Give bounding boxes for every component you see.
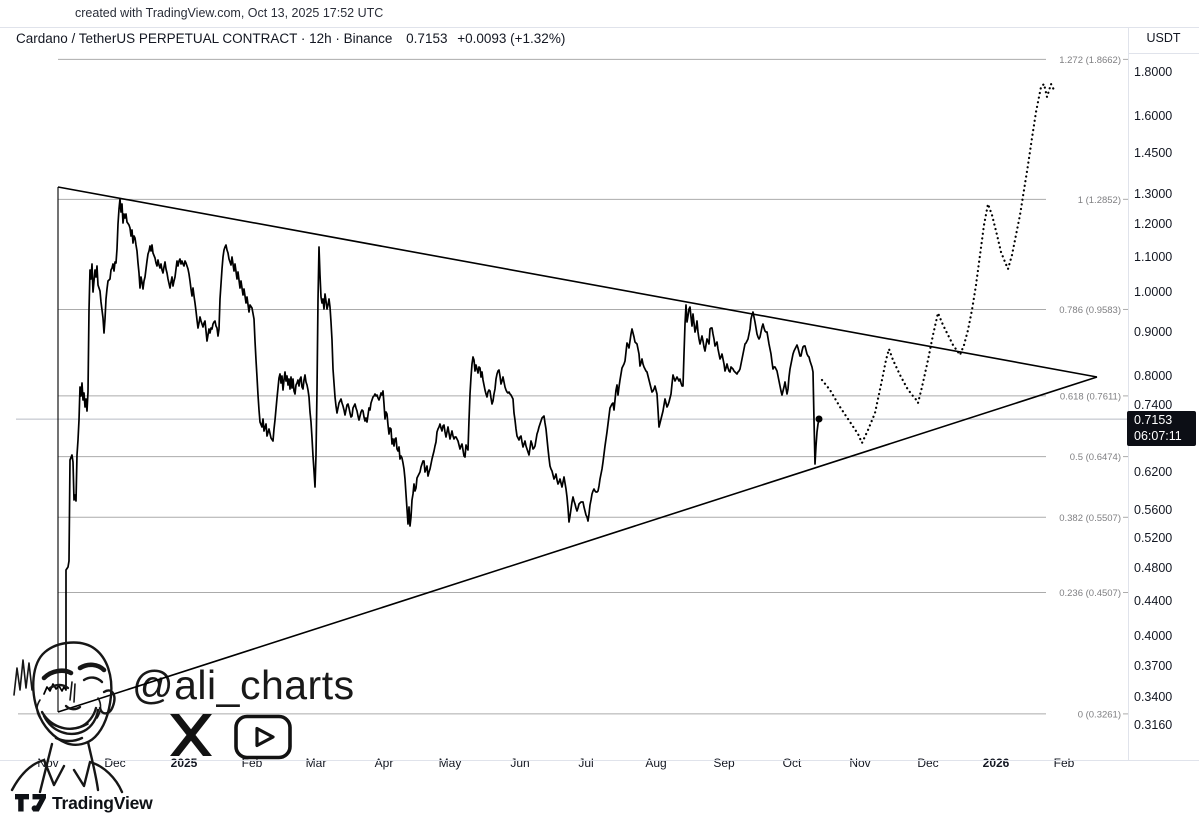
time-tick-label: Sep [713,756,735,770]
price-tick-label: 0.3700 [1134,658,1173,673]
time-tick-label: Oct [782,756,802,770]
currency-unit-button[interactable]: USDT [1146,31,1181,45]
time-tick-label: Apr [374,756,394,770]
price-tick-label: 0.8000 [1134,369,1173,384]
time-tick-label: Dec [917,756,939,770]
badge-countdown: 06:07:11 [1134,428,1182,443]
time-tick-label: Mar [305,756,327,770]
last-price-value: 0.7153 [406,31,448,46]
price-tick-label: 0.4400 [1134,593,1173,608]
time-tick-label: Jun [510,756,530,770]
price-tick-label: 1.3000 [1134,187,1173,202]
tradingview-brand-link[interactable]: TradingView [52,793,153,813]
last-price-badge: 0.7153 06:07:11 [1127,411,1196,447]
price-tick-label: 0.4800 [1134,560,1173,575]
price-tick-label: 0.5200 [1134,530,1173,545]
time-tick-label: May [438,756,462,770]
symbol-description: Cardano / TetherUS PERPETUAL CONTRACT · … [16,31,393,46]
price-tick-label: 1.6000 [1134,109,1173,124]
badge-price: 0.7153 [1134,413,1173,428]
price-tick-label: 1.0000 [1134,285,1173,300]
time-tick-label: Jul [578,756,594,770]
time-tick-label: 2025 [170,756,198,770]
price-tick-label: 1.4500 [1134,146,1173,161]
price-change-value: +0.0093 (+1.32%) [457,31,566,46]
price-tick-label: 1.8000 [1134,64,1173,79]
price-tick-label: 0.4000 [1134,629,1173,644]
time-tick-label: Dec [104,756,126,770]
time-tick-label: Aug [645,756,667,770]
time-tick-label: Feb [241,756,263,770]
price-tick-label: 0.7400 [1134,398,1173,413]
time-tick-label: Nov [849,756,871,770]
price-tick-label: 0.5600 [1134,503,1173,518]
symbol-header: Cardano / TetherUS PERPETUAL CONTRACT · … [16,31,565,46]
time-tick-label: Feb [1053,756,1075,770]
price-tick-label: 1.2000 [1134,217,1173,232]
price-tick-label: 1.1000 [1134,249,1173,264]
price-tick-label: 0.9000 [1134,325,1173,339]
time-tick-label: 2026 [982,756,1010,770]
time-tick-label: Nov [37,756,59,770]
price-tick-label: 0.3160 [1134,717,1173,732]
created-with-watermark: created with TradingView.com, Oct 13, 20… [75,6,384,20]
price-tick-label: 0.3400 [1134,690,1173,705]
price-tick-label: 0.6200 [1134,464,1173,479]
